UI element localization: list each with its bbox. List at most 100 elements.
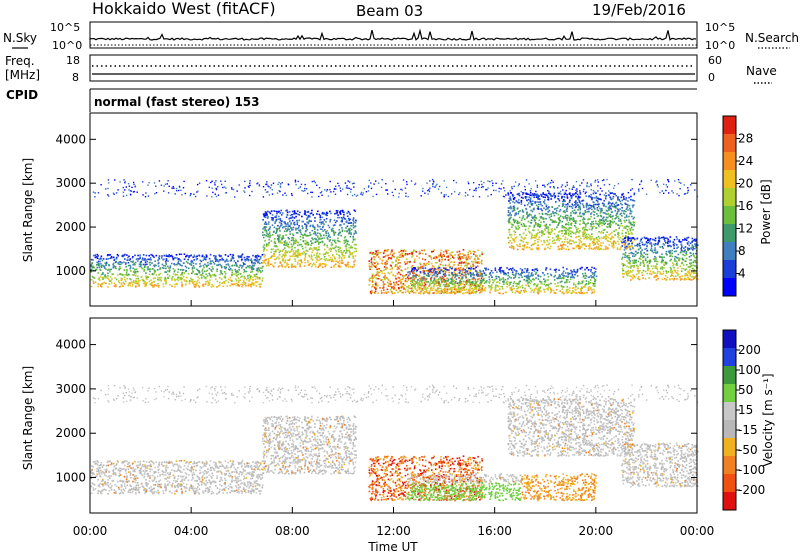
power-cell	[584, 286, 586, 288]
power-cell	[249, 276, 252, 279]
power-cell	[627, 245, 630, 247]
power-cell	[429, 287, 432, 290]
power-cell	[232, 253, 234, 256]
power-cell	[475, 288, 478, 291]
power-cell	[379, 270, 382, 273]
power-cell	[619, 213, 621, 216]
power-cell	[270, 240, 273, 242]
power-cell	[466, 270, 468, 273]
power-cell	[132, 270, 135, 273]
power-cell	[252, 282, 255, 285]
power-cell	[260, 283, 262, 285]
power-cell	[142, 263, 145, 266]
power-cell	[584, 277, 587, 280]
power-cell	[406, 262, 408, 265]
power-cell	[250, 267, 253, 269]
power-cell	[92, 282, 95, 284]
power-cell	[432, 281, 434, 283]
power-cell	[566, 292, 569, 294]
power-cell	[278, 221, 281, 224]
power-cell	[110, 282, 113, 284]
power-cell	[509, 283, 511, 286]
power-cell	[268, 236, 271, 239]
power-cell	[609, 213, 612, 216]
power-cell	[581, 228, 584, 230]
power-cell	[340, 234, 342, 237]
power-cell	[372, 256, 375, 258]
power-cell	[177, 260, 180, 263]
power-cell	[565, 203, 567, 206]
power-cell	[607, 212, 610, 215]
power-cell	[345, 265, 347, 268]
power-cell	[240, 276, 242, 278]
power-cell	[549, 287, 551, 290]
power-cell	[468, 267, 470, 270]
power-cell	[184, 283, 187, 286]
power-cell	[617, 203, 620, 206]
power-cell	[334, 231, 337, 234]
power-cell	[96, 257, 99, 260]
power-cell	[409, 273, 411, 275]
power-cell	[568, 201, 571, 203]
power-cell	[566, 245, 569, 248]
power-cell	[142, 278, 144, 281]
power-cell	[543, 278, 545, 280]
power-cell	[528, 246, 531, 249]
power-cell	[438, 269, 440, 271]
power-cell	[598, 237, 601, 240]
power-cell	[581, 203, 584, 205]
power-cell	[312, 242, 314, 245]
power-cell	[372, 283, 374, 286]
power-cell	[482, 279, 485, 281]
power-cell	[262, 231, 264, 234]
power-cell	[305, 243, 308, 246]
power-cell	[207, 264, 210, 266]
power-cell	[620, 246, 622, 249]
power-cell	[248, 274, 251, 276]
power-cell	[533, 192, 536, 195]
power-cell	[226, 285, 228, 287]
power-cell	[566, 206, 569, 208]
power-cell	[205, 281, 207, 283]
power-cell	[564, 236, 567, 239]
power-cell	[589, 196, 592, 198]
power-cell	[330, 242, 333, 244]
power-cell	[123, 283, 126, 285]
power-cell	[180, 278, 182, 281]
power-cell	[625, 199, 627, 201]
power-cell	[336, 210, 339, 212]
power-cell	[95, 268, 98, 271]
power-cell	[435, 261, 437, 264]
power-cell	[327, 235, 330, 238]
power-cell	[454, 275, 457, 277]
power-cell	[168, 275, 171, 277]
power-cell	[264, 223, 266, 225]
power-cell	[538, 219, 541, 221]
power-cell	[159, 272, 162, 275]
power-cell	[431, 250, 433, 253]
power-cell	[108, 254, 111, 256]
power-cell	[282, 234, 285, 237]
power-cell	[345, 244, 347, 246]
power-cell	[290, 243, 293, 246]
power-cell	[292, 243, 295, 246]
power-cell	[168, 255, 170, 258]
power-cell	[543, 291, 546, 293]
power-cell	[533, 288, 536, 290]
power-cell	[571, 210, 574, 212]
power-cell	[489, 289, 492, 291]
power-cell	[145, 283, 148, 286]
power-cell	[543, 199, 546, 201]
power-cell	[293, 210, 296, 213]
power-cell	[558, 205, 560, 207]
power-cell	[563, 227, 565, 229]
power-cell	[402, 256, 405, 258]
power-cell	[437, 265, 440, 267]
power-cell	[281, 212, 284, 214]
power-cell	[467, 279, 470, 281]
power-cell	[405, 253, 407, 255]
power-cell	[457, 253, 460, 256]
power-cell	[281, 256, 283, 258]
power-cell	[524, 287, 526, 290]
power-cell	[240, 259, 243, 262]
